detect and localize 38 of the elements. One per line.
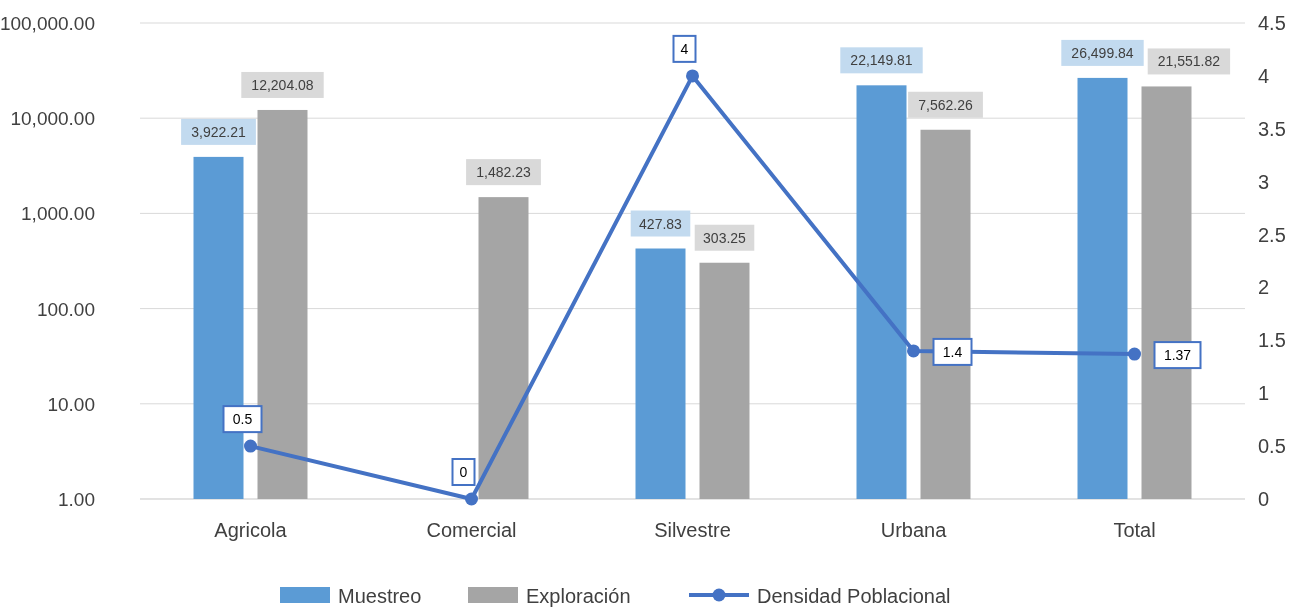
legend-label: Densidad Poblacional [757, 585, 951, 607]
y-tick-label: 100,000.00 [0, 13, 95, 34]
data-label: 4 [680, 40, 689, 57]
data-label: 7,562.26 [918, 96, 973, 113]
y-tick-label: 10,000.00 [10, 108, 95, 130]
data-label: 1,482.23 [476, 164, 531, 181]
y2-tick-label: 4.5 [1258, 12, 1286, 34]
data-label: 303.25 [703, 229, 747, 246]
y2-tick-label: 3 [1258, 170, 1270, 193]
x-tick-label: Silvestre [654, 519, 731, 541]
legend-label: Muestreo [338, 585, 422, 607]
y2-tick-label: 2.5 [1258, 223, 1286, 246]
y-tick-label: 10.00 [47, 393, 95, 415]
y2-tick-label: 0.5 [1258, 435, 1286, 458]
data-label: 1.37 [1163, 347, 1192, 364]
data-label: 1.4 [942, 343, 963, 360]
x-tick-label: Urbana [880, 519, 948, 541]
x-tick-label: Comercial [426, 519, 517, 541]
x-tick-label: Agricola [214, 519, 288, 541]
data-label: 26,499.84 [1071, 44, 1134, 61]
legend-label: Exploración [526, 585, 631, 607]
y2-tick-label: 3.5 [1258, 117, 1286, 140]
data-label: 12,204.08 [251, 76, 314, 93]
y-tick-label: 100.00 [36, 298, 95, 320]
x-tick-label: Total [1113, 519, 1156, 541]
y2-tick-label: 0 [1258, 488, 1270, 510]
y-tick-label: 1.00 [58, 489, 95, 510]
y2-tick-label: 4 [1258, 64, 1270, 87]
y-tick-label: 1,000.00 [21, 203, 95, 225]
y2-tick-label: 1.5 [1258, 329, 1286, 352]
data-label: 0 [459, 464, 468, 480]
data-label: 3,922.21 [191, 123, 246, 140]
data-label: 22,149.81 [850, 52, 913, 69]
y2-tick-label: 1 [1258, 382, 1270, 405]
y2-tick-label: 2 [1258, 276, 1270, 299]
data-label: 0.5 [232, 411, 253, 428]
data-label: 427.83 [639, 215, 683, 232]
data-label: 21,551.82 [1157, 53, 1221, 70]
